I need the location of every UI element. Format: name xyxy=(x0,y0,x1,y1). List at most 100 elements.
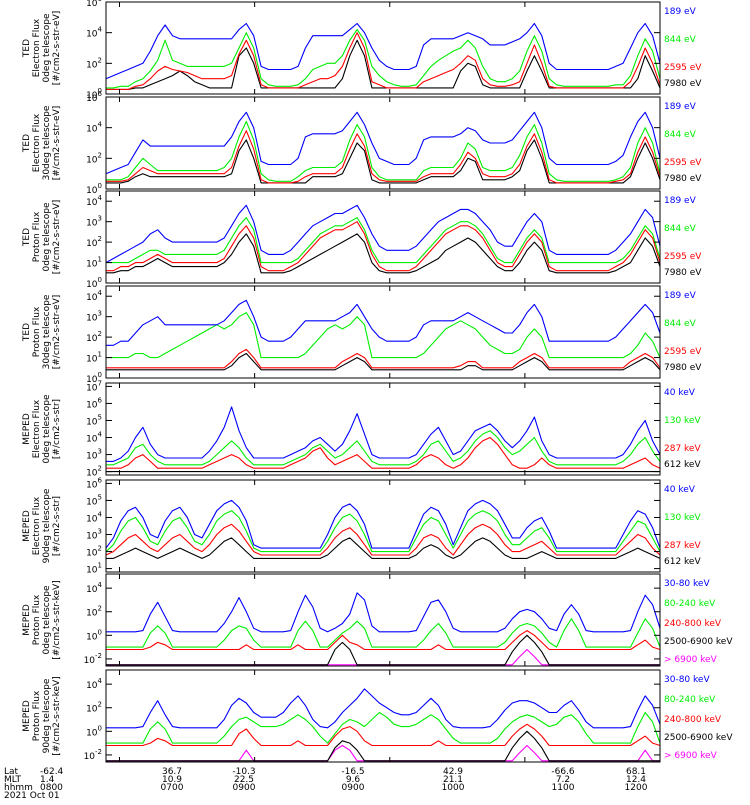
legend-entry: 189 eV xyxy=(664,7,697,17)
legend-entry: 2595 eV xyxy=(664,252,702,262)
y-tick-label: 104 xyxy=(86,581,102,595)
legend-entry: 2595 eV xyxy=(664,158,702,168)
y-tick-label: 105 xyxy=(86,413,102,427)
ephemeris-value: 0900 xyxy=(233,783,256,793)
legend-entry: 2500-6900 keV xyxy=(664,637,733,647)
ephemeris-value: -62.4 xyxy=(40,767,64,777)
panel-frame xyxy=(105,285,661,379)
y-axis-label-line: TED xyxy=(22,323,32,342)
y-axis-label-line: 90deg telescope xyxy=(42,678,52,753)
legend-entry: 287 keV xyxy=(664,541,701,551)
y-axis-label-line: 30deg telescope xyxy=(42,294,52,369)
legend-entry: 7980 eV xyxy=(664,363,702,373)
series-line-1-1 xyxy=(106,39,661,90)
panel-frame xyxy=(105,382,661,476)
y-axis-label-line: [#/cm2-s-str-eV] xyxy=(52,106,62,181)
ephemeris-value: 1200 xyxy=(625,783,648,793)
legend-entry: 844 eV xyxy=(664,319,697,329)
y-axis-label-line: Electron Flux xyxy=(32,113,42,172)
ephemeris-date: 2021 Oct 01 xyxy=(4,791,60,800)
legend-entry: 189 eV xyxy=(664,291,697,301)
y-axis-label-line: MEPED xyxy=(22,413,32,445)
ephemeris-value: -66.6 xyxy=(551,767,575,777)
y-axis-label-line: MEPED xyxy=(22,604,32,636)
legend-entry: 30-80 keV xyxy=(664,579,710,589)
y-tick-label: 100 xyxy=(86,371,102,385)
y-axis-label-line: Proton Flux xyxy=(32,690,42,741)
panel-6: 101 102 103 104 105 106 MEPED Electron Flux 90de… xyxy=(22,476,701,575)
y-axis-label-line: MEPED xyxy=(22,700,32,732)
series-line-8-5 xyxy=(106,688,661,729)
legend-entry: 240-800 keV xyxy=(664,715,722,725)
y-axis-label-line: [#/cm2-s-str-keV] xyxy=(52,580,62,659)
y-tick-label: 102 xyxy=(86,545,102,559)
y-axis-label-line: [#/cm2-s-str-keV] xyxy=(52,676,62,755)
series-line-5-3 xyxy=(106,430,661,466)
ephemeris-value: 1100 xyxy=(552,783,575,793)
series-line-7-3 xyxy=(106,630,661,651)
ephemeris-value: 22.5 xyxy=(234,775,254,785)
ephemeris-value: 9.6 xyxy=(346,775,361,785)
y-tick-label: 102 xyxy=(86,701,102,715)
y-axis-label-line: TED xyxy=(22,228,32,247)
series-line-7-4 xyxy=(106,618,661,648)
y-tick-label: 106 xyxy=(86,476,102,490)
y-axis-label-line: TED xyxy=(22,134,32,153)
y-axis-label-line: Proton Flux xyxy=(32,211,42,262)
series-line-4-1 xyxy=(106,352,661,371)
y-axis-label-line: [#/cm2-s-str] xyxy=(52,496,62,556)
legend-entry: 844 eV xyxy=(664,224,697,234)
ephemeris-row-label: Lat xyxy=(4,767,19,777)
y-tick-label: 104 xyxy=(86,26,102,40)
panel-2: 100 102 104 106 TED Electron Flux 30deg telesc… xyxy=(22,90,702,196)
series-line-3-3 xyxy=(106,217,661,264)
series-line-1-4 xyxy=(105,22,661,80)
ephemeris-value: 1000 xyxy=(442,783,465,793)
y-tick-label: 100 xyxy=(86,724,102,738)
legend-entry: 844 eV xyxy=(664,130,697,140)
y-tick-label: 107 xyxy=(86,379,102,393)
series-line-2-4 xyxy=(105,111,661,175)
y-tick-label: 102 xyxy=(86,56,102,70)
ephemeris-row-label: MLT xyxy=(4,775,22,785)
legend-entry: 40 keV xyxy=(664,388,696,398)
y-axis-label-line: [#/cm2-s-str] xyxy=(52,399,62,459)
ephemeris-value: 0800 xyxy=(40,783,63,793)
y-axis-label-line: [#/cm2-s-str-eV] xyxy=(52,200,62,275)
series-line-7-1 xyxy=(106,648,660,666)
series-line-3-1 xyxy=(106,233,661,274)
ephemeris-value: -16.5 xyxy=(341,767,364,777)
series-line-8-3 xyxy=(106,723,661,747)
legend-entry: 612 keV xyxy=(664,460,701,470)
series-line-5-4 xyxy=(106,406,661,462)
series-line-6-2 xyxy=(105,523,661,556)
legend-entry: > 6900 keV xyxy=(664,655,718,665)
ephemeris-row-label: hhmm xyxy=(4,783,33,793)
series-line-7-2 xyxy=(106,634,660,666)
ephemeris-value: -10.3 xyxy=(232,767,255,777)
y-axis-label-line: [#/cm2-s-str-eV] xyxy=(52,295,62,370)
legend-entry: 80-240 keV xyxy=(664,695,716,705)
legend-entry: 2595 eV xyxy=(664,347,702,357)
y-tick-label: 102 xyxy=(86,151,102,165)
legend-entry: 80-240 keV xyxy=(664,599,716,609)
y-tick-label: 103 xyxy=(86,528,102,542)
y-tick-label: 104 xyxy=(86,194,102,208)
ephemeris-block: Lat -62.4 36.7 -10.3 -16.5 42.9 -66.6 68.1 MLT 1.… xyxy=(4,767,648,801)
y-axis-label-line: [#/cm2-s-str-eV] xyxy=(52,11,62,86)
y-axis-label-line: 0deg telescope xyxy=(42,202,52,272)
y-axis-label-line: Proton Flux xyxy=(32,594,42,645)
series-line-6-4 xyxy=(105,499,661,549)
ephemeris-value: 68.1 xyxy=(626,767,646,777)
panel-frame xyxy=(105,1,661,95)
panel-frame xyxy=(105,669,661,763)
series-line-2-3 xyxy=(106,120,661,182)
y-tick-label: 106 xyxy=(86,0,102,9)
ephemeris-value: 21.1 xyxy=(443,775,463,785)
legend-entry: 287 keV xyxy=(664,444,701,454)
legend-entry: 189 eV xyxy=(664,102,697,112)
y-tick-label: 101 xyxy=(86,256,102,270)
y-axis-label-line: Electron Flux xyxy=(32,496,42,555)
legend-entry: > 6900 keV xyxy=(664,751,718,761)
